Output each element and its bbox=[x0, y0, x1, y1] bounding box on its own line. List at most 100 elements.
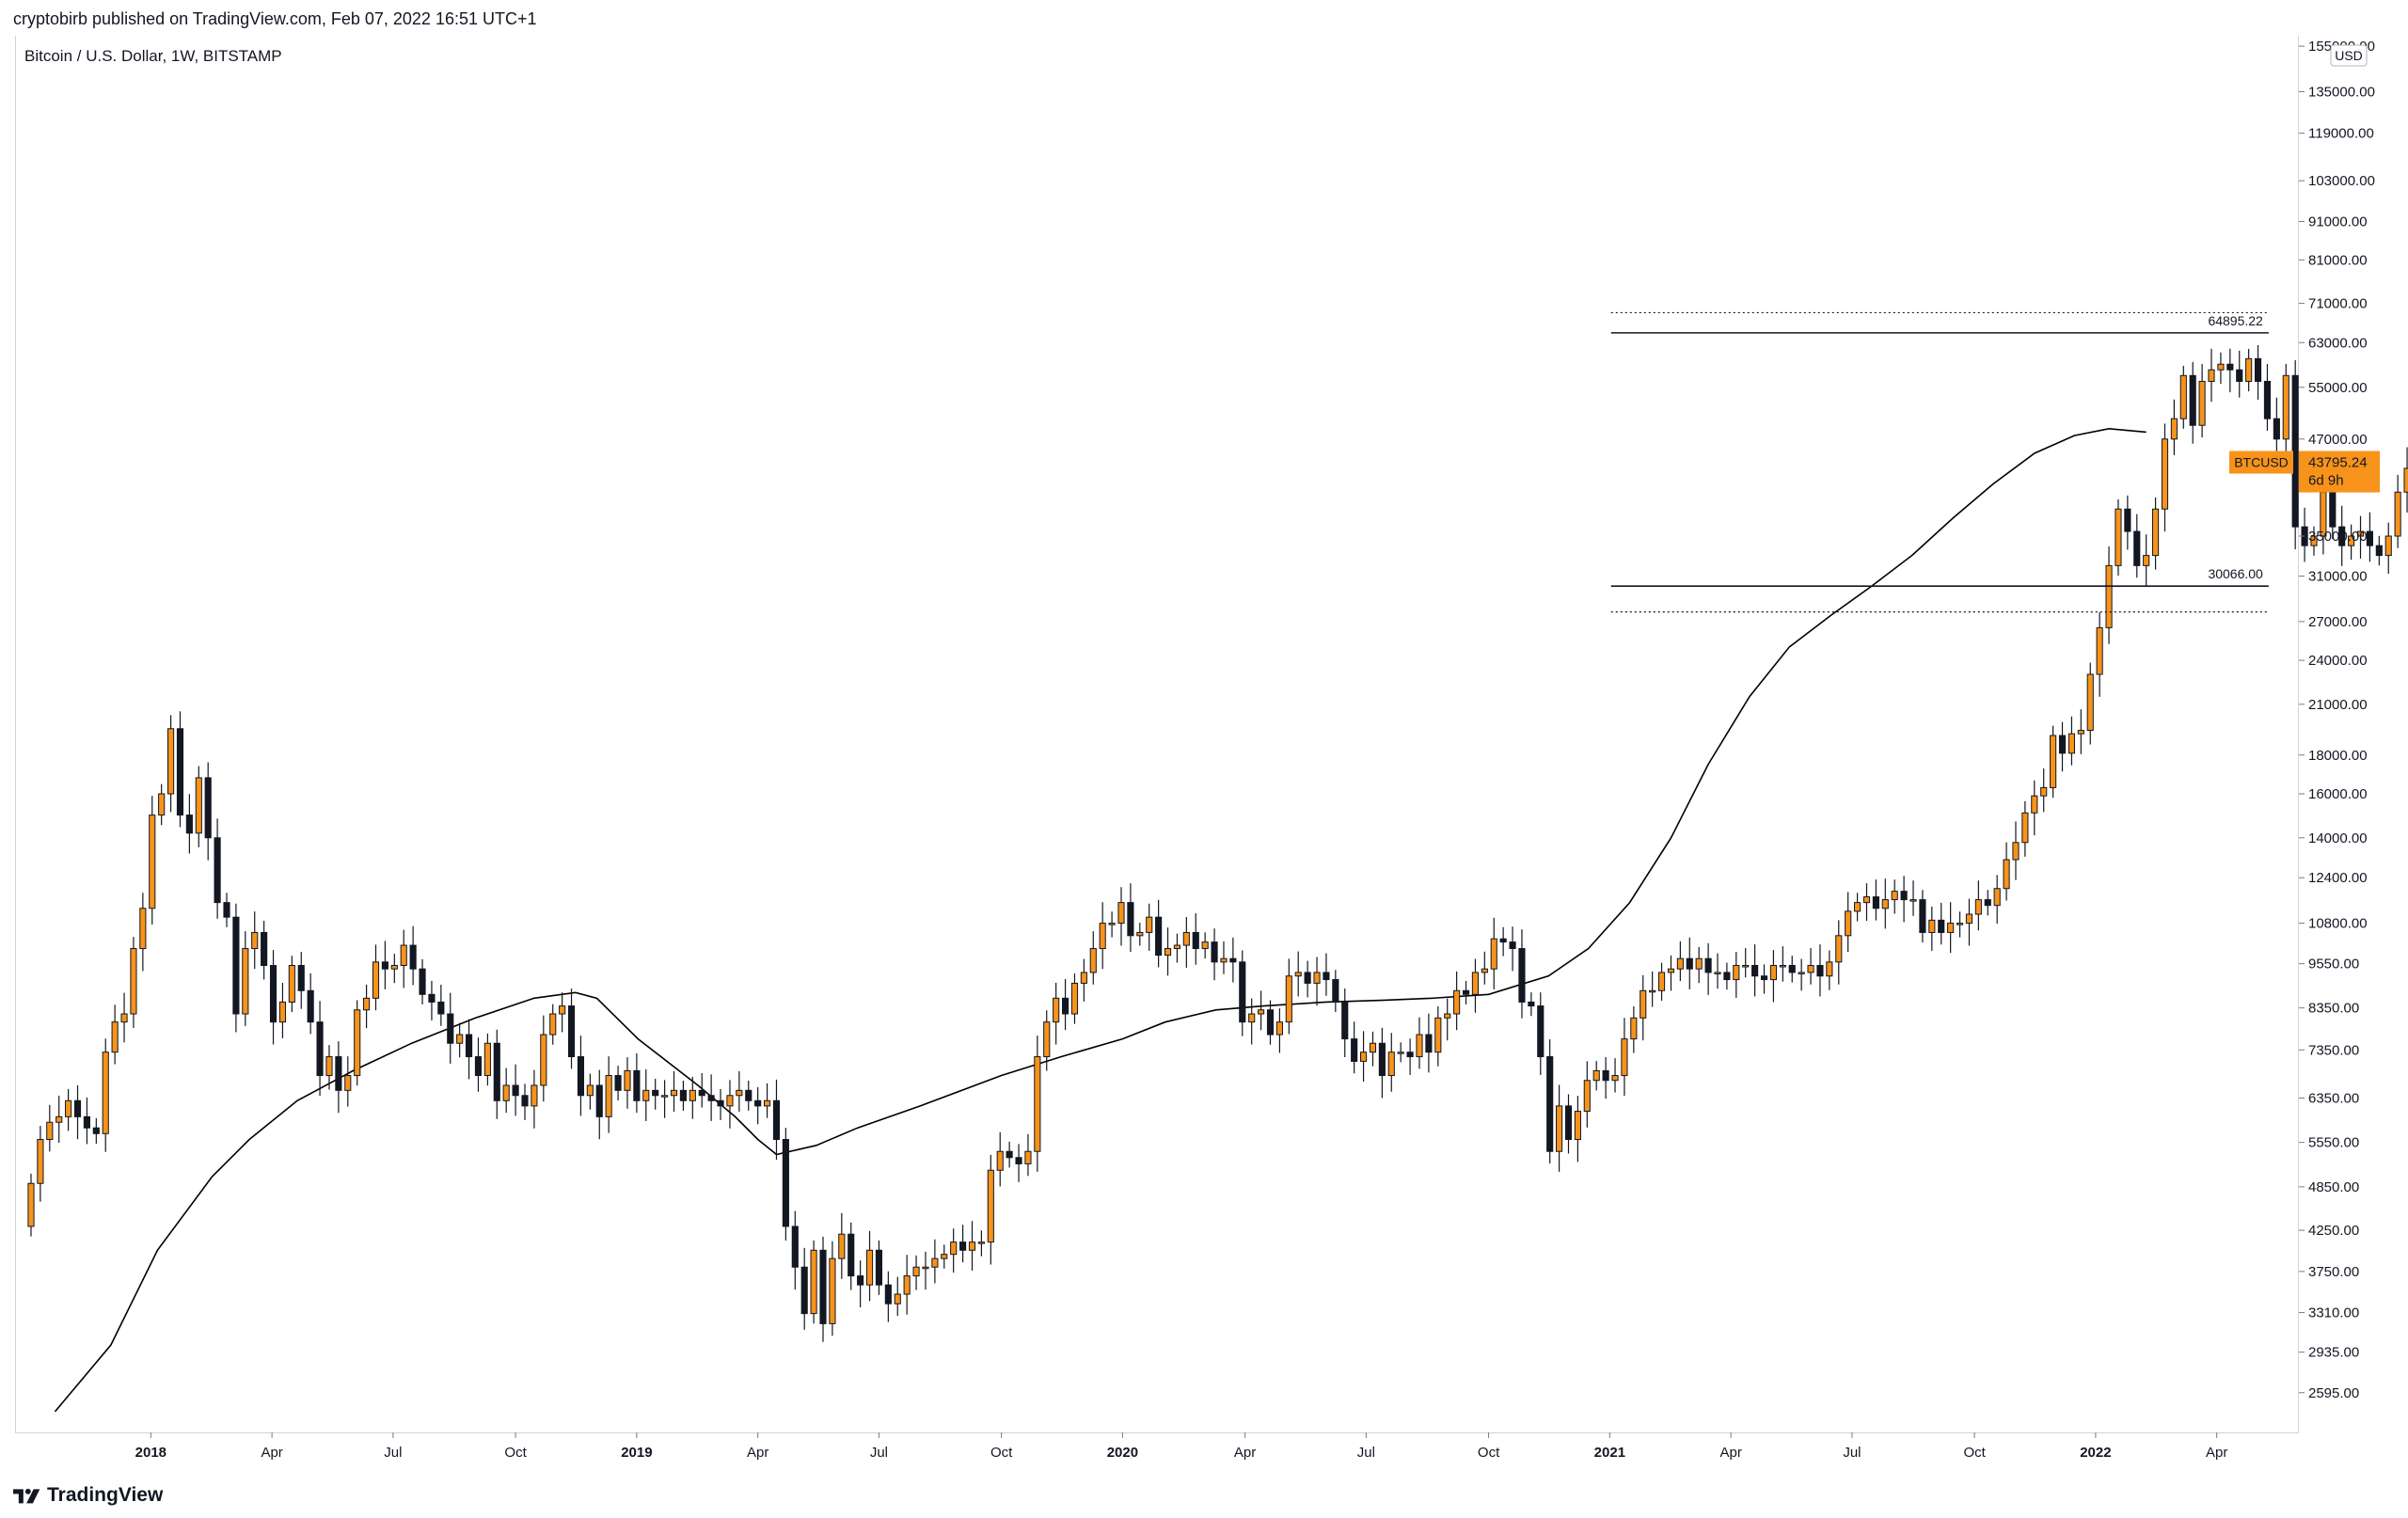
candle[interactable] bbox=[46, 1104, 54, 1152]
candle[interactable] bbox=[819, 1236, 827, 1342]
candle[interactable] bbox=[1742, 948, 1750, 978]
candle[interactable] bbox=[2263, 364, 2272, 431]
candle[interactable] bbox=[1602, 1057, 1609, 1099]
candle[interactable] bbox=[1182, 917, 1190, 968]
candle[interactable] bbox=[577, 1036, 585, 1116]
candle[interactable] bbox=[717, 1088, 724, 1120]
candle[interactable] bbox=[1649, 971, 1656, 1007]
candle[interactable] bbox=[1854, 893, 1861, 922]
candle[interactable] bbox=[633, 1053, 641, 1114]
candle[interactable] bbox=[745, 1080, 752, 1111]
candle[interactable] bbox=[772, 1079, 781, 1161]
candle[interactable] bbox=[689, 1076, 696, 1119]
candle[interactable] bbox=[158, 783, 166, 826]
candle[interactable] bbox=[2356, 515, 2365, 559]
candle[interactable] bbox=[465, 1019, 473, 1080]
candle[interactable] bbox=[903, 1255, 911, 1315]
candle[interactable] bbox=[2291, 359, 2299, 550]
candle[interactable] bbox=[493, 1029, 500, 1119]
candle[interactable] bbox=[1155, 899, 1163, 968]
candle[interactable] bbox=[586, 1073, 594, 1110]
candle[interactable] bbox=[521, 1083, 529, 1120]
candle[interactable] bbox=[2282, 363, 2289, 453]
candle[interactable] bbox=[2375, 535, 2383, 566]
candle[interactable] bbox=[1621, 1018, 1628, 1097]
candle[interactable] bbox=[1444, 998, 1451, 1041]
candle[interactable] bbox=[922, 1251, 929, 1290]
candle[interactable] bbox=[1928, 906, 1936, 951]
candle[interactable] bbox=[2124, 495, 2131, 550]
candle[interactable] bbox=[1369, 1031, 1377, 1067]
candle[interactable] bbox=[1667, 955, 1675, 991]
candle[interactable] bbox=[1164, 927, 1172, 976]
candle[interactable] bbox=[1769, 950, 1777, 1003]
candle[interactable] bbox=[1061, 978, 1069, 1031]
candle[interactable] bbox=[344, 1056, 352, 1107]
candle[interactable] bbox=[2031, 780, 2038, 836]
candle[interactable] bbox=[288, 956, 295, 1013]
candle[interactable] bbox=[1471, 958, 1480, 1013]
candle[interactable] bbox=[2198, 364, 2206, 438]
candle[interactable] bbox=[307, 972, 314, 1035]
candle[interactable] bbox=[1984, 890, 1991, 916]
candle[interactable] bbox=[447, 992, 454, 1064]
candle[interactable] bbox=[37, 1126, 44, 1202]
candle[interactable] bbox=[1266, 1000, 1275, 1045]
candle[interactable] bbox=[139, 893, 147, 972]
candle[interactable] bbox=[297, 952, 305, 1009]
candle[interactable] bbox=[2067, 716, 2075, 766]
candle[interactable] bbox=[167, 715, 175, 813]
candle[interactable] bbox=[400, 929, 407, 988]
candle[interactable] bbox=[2012, 821, 2020, 880]
candle[interactable] bbox=[1938, 902, 1945, 945]
candle[interactable] bbox=[782, 1128, 789, 1241]
candle[interactable] bbox=[875, 1240, 883, 1295]
candle[interactable] bbox=[2273, 397, 2280, 460]
candle[interactable] bbox=[595, 1069, 603, 1140]
candle[interactable] bbox=[2394, 474, 2401, 548]
candle[interactable] bbox=[931, 1239, 939, 1284]
candle[interactable] bbox=[1686, 937, 1693, 989]
candle[interactable] bbox=[2050, 725, 2057, 799]
candle[interactable] bbox=[2077, 709, 2084, 754]
candle[interactable] bbox=[1760, 964, 1768, 994]
candle[interactable] bbox=[1294, 951, 1302, 997]
candle[interactable] bbox=[1499, 926, 1507, 957]
candle[interactable] bbox=[102, 1038, 109, 1152]
candle[interactable] bbox=[652, 1078, 659, 1110]
candle[interactable] bbox=[950, 1228, 958, 1273]
candle[interactable] bbox=[1583, 1061, 1591, 1128]
candle[interactable] bbox=[1313, 957, 1321, 1006]
candle[interactable] bbox=[1826, 950, 1833, 990]
candle[interactable] bbox=[55, 1095, 63, 1143]
candle[interactable] bbox=[27, 1173, 35, 1237]
candle[interactable] bbox=[559, 992, 566, 1033]
candle[interactable] bbox=[2310, 526, 2318, 556]
candle[interactable] bbox=[1387, 1033, 1395, 1092]
candle[interactable] bbox=[707, 1074, 715, 1121]
candle[interactable] bbox=[1378, 1027, 1386, 1099]
candle[interactable] bbox=[390, 954, 398, 984]
candle[interactable] bbox=[848, 1222, 855, 1290]
candle[interactable] bbox=[1341, 988, 1349, 1058]
candle[interactable] bbox=[800, 1247, 808, 1330]
candle[interactable] bbox=[829, 1241, 836, 1336]
candle[interactable] bbox=[2254, 344, 2262, 400]
candle[interactable] bbox=[2003, 842, 2010, 901]
candle[interactable] bbox=[428, 980, 436, 1020]
candle[interactable] bbox=[679, 1080, 687, 1111]
candle[interactable] bbox=[1695, 946, 1703, 984]
candle[interactable] bbox=[894, 1276, 901, 1317]
candle[interactable] bbox=[838, 1212, 846, 1279]
candle[interactable] bbox=[2143, 534, 2150, 587]
candle[interactable] bbox=[2115, 498, 2122, 577]
candle[interactable] bbox=[642, 1068, 650, 1121]
candle[interactable] bbox=[176, 711, 184, 828]
candle[interactable] bbox=[92, 1117, 100, 1144]
candle[interactable] bbox=[1881, 878, 1889, 929]
candle[interactable] bbox=[1919, 890, 1926, 943]
candle[interactable] bbox=[1900, 876, 1908, 923]
candle[interactable] bbox=[1816, 944, 1824, 997]
candle[interactable] bbox=[232, 903, 240, 1033]
